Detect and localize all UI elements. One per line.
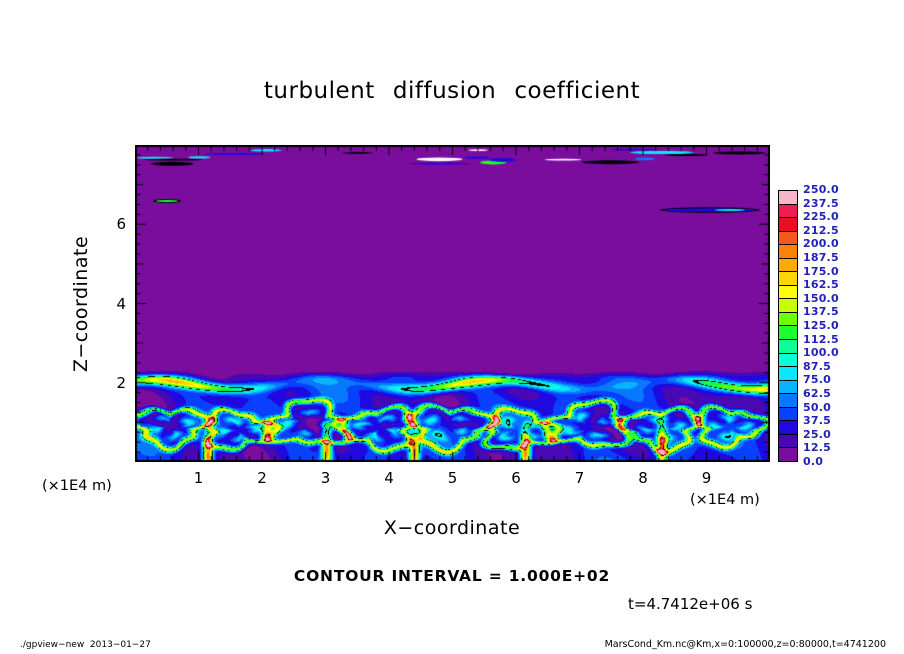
x-tick-label: 6 <box>511 469 521 487</box>
colorbar-tick-label: 0.0 <box>803 455 824 468</box>
colorbar-cell <box>779 340 797 354</box>
time-stamp: t=4.7412e+06 s <box>628 595 753 613</box>
colorbar-tick-label: 212.5 <box>803 223 839 237</box>
footer-dataset-info: MarsCond_Km.nc@Km,x=0:100000,z=0:80000,t… <box>604 639 886 650</box>
colorbar-cell <box>779 299 797 313</box>
colorbar-tick-label: 150.0 <box>803 291 839 305</box>
x-axis-unit: (×1E4 m) <box>690 492 760 508</box>
colorbar-cell <box>779 380 797 395</box>
z-tick-label: 2 <box>116 373 126 392</box>
colorbar-tick-label: 125.0 <box>803 319 839 332</box>
x-tick-label: 9 <box>701 469 712 487</box>
colorbar-cell <box>779 285 797 300</box>
x-tick-label: 1 <box>193 469 204 487</box>
colorbar-tick-label: 237.5 <box>803 196 839 210</box>
x-axis-label: X−coordinate <box>383 517 521 539</box>
contour-interval-note: CONTOUR INTERVAL = 1.000E+02 <box>293 567 611 585</box>
x-tick-label: 8 <box>638 469 648 487</box>
colorbar-tick-label: 250.0 <box>803 183 839 196</box>
colorbar-tick-label: 25.0 <box>803 427 831 441</box>
z-axis-label: Z−coordinate <box>60 145 102 462</box>
colorbar-cell <box>779 245 797 259</box>
colorbar-tick-label: 225.0 <box>803 210 839 224</box>
colorbar-cell <box>779 434 797 449</box>
contour-plot-canvas <box>135 145 770 462</box>
plot-title: turbulent diffusion coefficient <box>263 78 641 104</box>
colorbar-tick-label: 62.5 <box>803 387 831 400</box>
colorbar-tick-label: 100.0 <box>803 346 839 360</box>
z-tick-label: 6 <box>116 215 126 234</box>
colorbar-tick-label: 200.0 <box>803 237 839 251</box>
colorbar-tick-label: 12.5 <box>803 441 831 455</box>
colorbar-tick-label: 87.5 <box>803 359 831 373</box>
colorbar-tick-label: 187.5 <box>803 251 839 264</box>
x-tick-label: 5 <box>447 469 458 487</box>
colorbar-tick-label: 50.0 <box>803 400 831 414</box>
colorbar-tick-label: 175.0 <box>803 264 839 278</box>
x-tick-label: 3 <box>320 469 331 487</box>
colorbar <box>778 190 798 462</box>
colorbar-cell <box>779 448 797 461</box>
colorbar-cell <box>779 353 797 368</box>
colorbar-cell <box>779 218 797 232</box>
colorbar-cell <box>779 394 797 408</box>
colorbar-cell <box>779 312 797 327</box>
colorbar-cell <box>779 231 797 246</box>
colorbar-tick-label: 112.5 <box>803 332 839 346</box>
colorbar-tick-label: 162.5 <box>803 278 839 292</box>
colorbar-cell <box>779 407 797 422</box>
z-axis-unit: (×1E4 m) <box>42 478 112 494</box>
x-tick-label: 7 <box>574 469 585 487</box>
colorbar-cell <box>779 326 797 341</box>
colorbar-cell <box>779 272 797 286</box>
colorbar-cell <box>779 204 797 219</box>
colorbar-cell <box>779 258 797 273</box>
x-tick-label: 2 <box>257 469 267 487</box>
colorbar-cell <box>779 367 797 381</box>
z-tick-label: 4 <box>116 294 126 313</box>
colorbar-tick-label: 37.5 <box>803 414 831 428</box>
footer-program-info: ./gpview−new 2013−01−27 <box>20 640 151 650</box>
colorbar-tick-label: 75.0 <box>803 373 831 387</box>
x-tick-label: 4 <box>384 469 394 487</box>
colorbar-tick-label: 137.5 <box>803 305 839 319</box>
colorbar-cell <box>779 421 797 435</box>
z-axis-label-text: Z−coordinate <box>70 235 92 372</box>
colorbar-cell <box>779 191 797 205</box>
